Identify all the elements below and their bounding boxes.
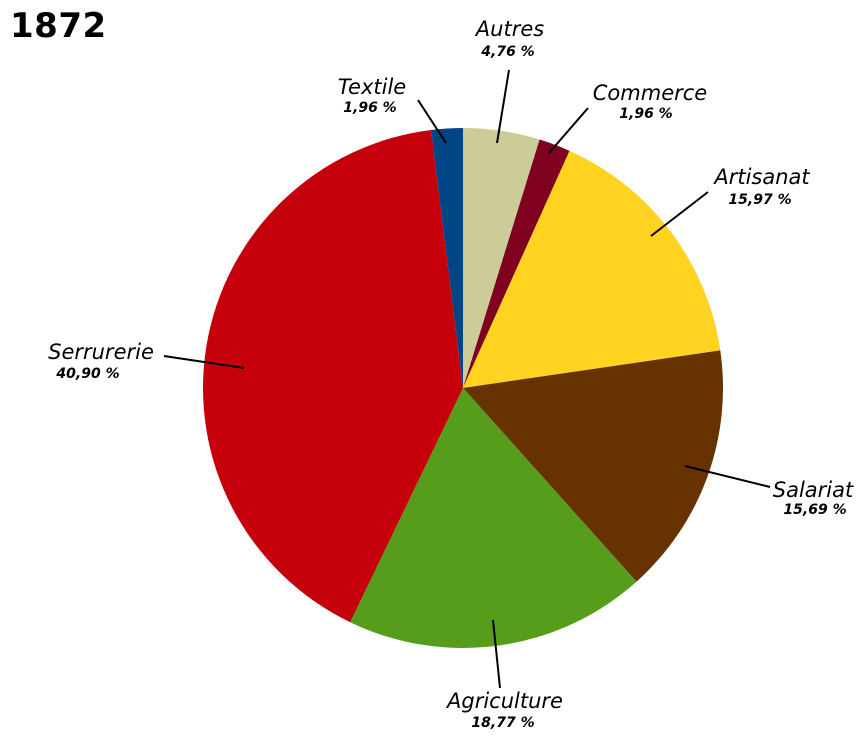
slice-autres [463,128,540,388]
slice-agriculture [350,388,637,648]
slice-artisanat [463,150,721,388]
slice-label-autres: Autres [474,17,544,41]
leader-lines [163,69,771,689]
pie-slices [203,128,723,648]
leader-line-artisanat [650,191,709,237]
slice-serrurerie [203,129,463,623]
slice-label-serrurerie: Serrurerie [48,340,154,364]
chart-title: 1872 [10,6,107,46]
slice-value-salariat: 15,69 % [783,502,846,518]
slice-value-artisanat: 15,97 % [728,192,791,208]
slice-label-commerce: Commerce [593,81,707,105]
slice-label-textile: Textile [338,75,406,99]
slice-value-agriculture: 18,77 % [471,715,534,731]
slice-value-autres: 4,76 % [480,44,534,60]
slice-label-salariat: Salariat [773,478,854,502]
slice-textile [431,128,463,388]
leader-line-commerce [548,107,589,154]
slice-value-textile: 1,96 % [343,100,396,116]
slice-label-agriculture: Agriculture [445,689,563,713]
slice-commerce [463,139,570,388]
leader-line-serrurerie [163,355,245,369]
leader-line-agriculture [492,619,501,689]
slice-salariat [463,350,723,582]
leader-line-salariat [684,465,771,488]
slice-label-artisanat: Artisanat [712,165,810,189]
slice-value-commerce: 1,96 % [619,106,672,122]
leader-line-textile [417,99,447,144]
leader-line-autres [496,69,510,144]
slice-value-serrurerie: 40,90 % [55,366,119,382]
